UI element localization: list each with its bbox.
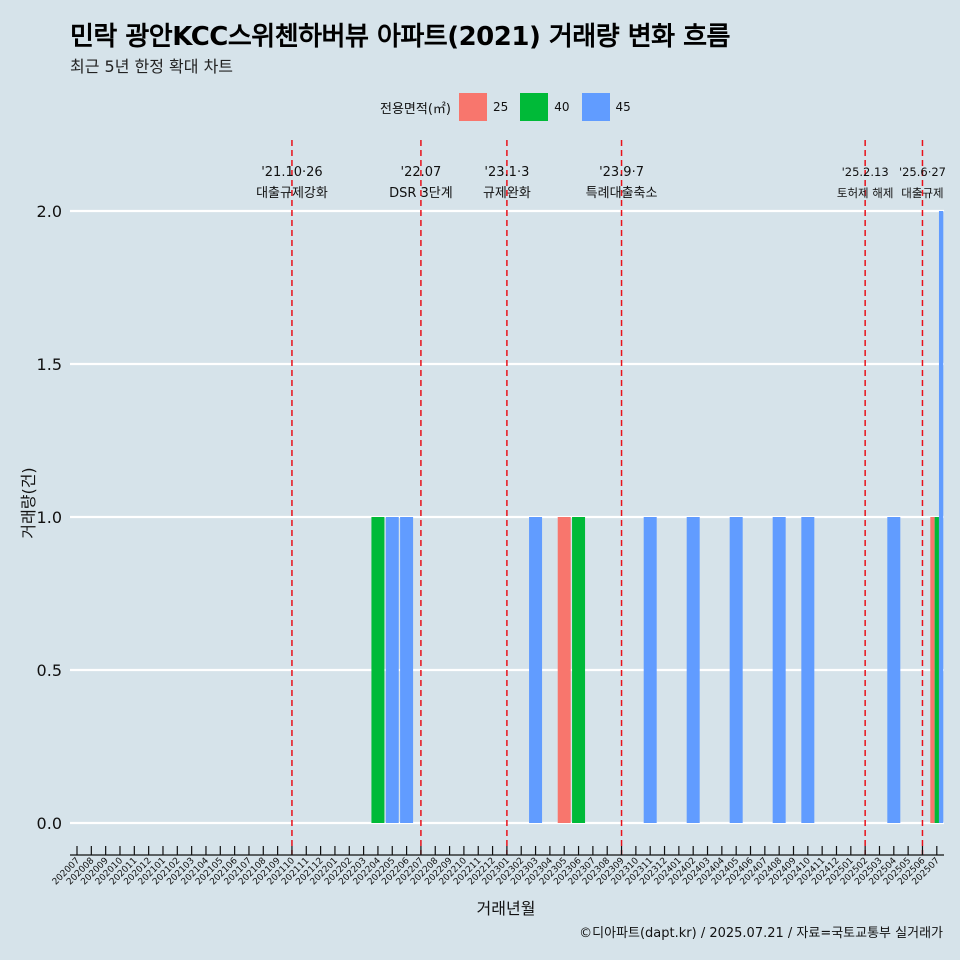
legend-swatch-25	[458, 93, 487, 121]
x-axis-title: 거래년월	[477, 899, 536, 918]
event-name-label: DSR 3단계	[389, 186, 453, 201]
legend: 전용면적(㎡) 25 40 45	[380, 93, 643, 121]
event-date-label: '22.07	[401, 165, 442, 180]
event-name-label: 대출규제강화	[256, 186, 328, 201]
caption: ©디아파트(dapt.kr) / 2025.07.21 / 자료=국토교통부 실…	[579, 926, 943, 941]
event-date-label: '21.10·26	[261, 165, 322, 180]
bar-202303-45	[529, 517, 543, 823]
bar-202305-25	[557, 517, 571, 823]
y-tick-label: 0.0	[37, 814, 62, 833]
y-tick-label: 2.0	[37, 202, 62, 221]
y-tick-label: 0.5	[37, 661, 62, 680]
legend-label-25: 25	[492, 100, 509, 114]
bar-202306-40	[572, 517, 586, 823]
event-name-label: 특례대출축소	[586, 186, 658, 201]
event-date-label: '23.9·7	[599, 165, 644, 180]
bar-202311-45	[643, 517, 657, 823]
chart-title: 민락 광안KCC스위첸하버뷰 아파트(2021) 거래량 변화 흐름	[70, 22, 730, 52]
chart-subtitle: 최근 5년 한정 확대 차트	[70, 57, 234, 76]
bar-202408-45	[772, 517, 786, 823]
bar-202507-45	[938, 211, 944, 823]
bar-202204-40	[371, 517, 385, 823]
event-name-label: 규제완화	[483, 186, 531, 201]
event-date-label: '25.2.13	[842, 165, 889, 179]
y-tick-label: 1.0	[37, 508, 62, 527]
bar-202405-45	[729, 517, 743, 823]
event-name-label: 대출규제	[901, 186, 943, 200]
bar-202507-25	[930, 517, 935, 823]
bar-202205-45	[385, 517, 399, 823]
event-name-label: 토허제 해제	[837, 186, 894, 200]
event-date-label: '25.6·27	[899, 165, 946, 179]
bar-202507-40	[934, 517, 939, 823]
bar-202410-45	[801, 517, 815, 823]
y-axis-title: 거래량(건)	[19, 467, 38, 538]
legend-swatch-40	[520, 93, 549, 121]
event-date-label: '23.1·3	[484, 165, 529, 180]
legend-label-40: 40	[554, 100, 570, 114]
bar-202504-45	[887, 517, 901, 823]
legend-title: 전용면적(㎡)	[380, 101, 451, 117]
bar-202206-45	[400, 517, 414, 823]
bar-202402-45	[686, 517, 700, 823]
legend-swatch-45	[581, 93, 610, 121]
y-tick-label: 1.5	[37, 355, 62, 374]
legend-label-45: 45	[615, 100, 631, 114]
